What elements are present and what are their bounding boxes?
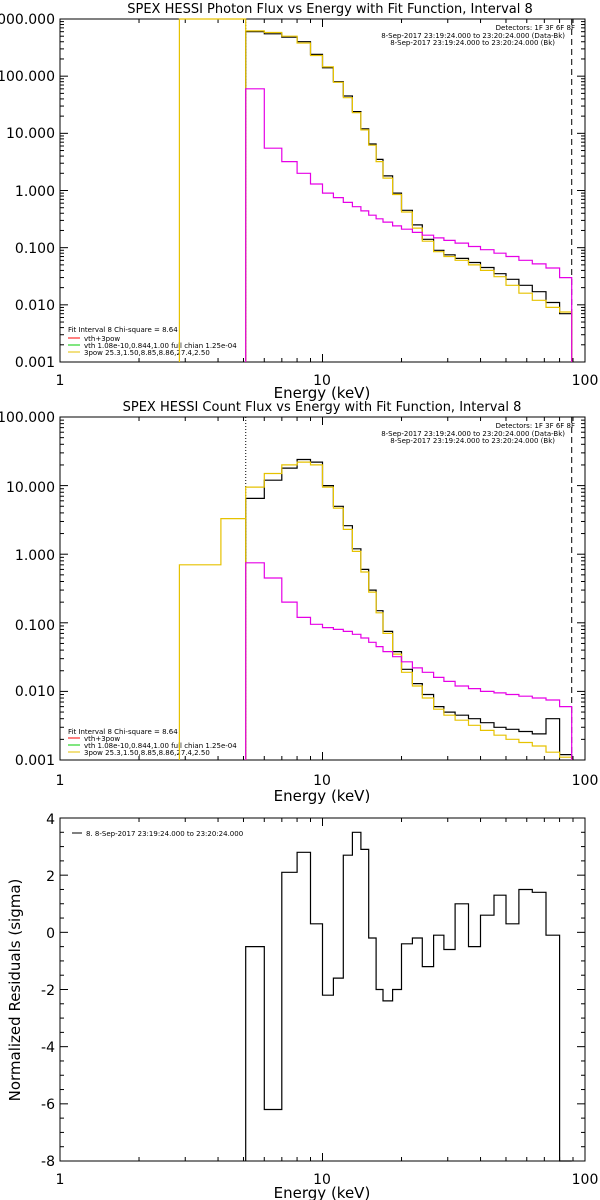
residuals-ytick-0: -8 [41,1154,55,1170]
series-total-line [245,30,573,362]
photon-flux-ytick-0: 0.001 [15,355,55,371]
count-flux-ytick-3: 1.000 [15,548,55,564]
count-flux-ytick-1: 0.010 [15,684,55,700]
photon-flux-ytick-2: 0.100 [15,241,55,257]
photon-flux-xtick-10: 10 [313,373,331,389]
count-flux-ytick-5: 100.000 [0,410,55,426]
photon-flux-title: SPEX HESSI Photon Flux vs Energy with Fi… [127,2,533,17]
residuals-ytick-3: -2 [41,983,55,999]
series-total-extension-line [178,18,247,362]
residuals-xtick-100: 100 [572,1172,599,1188]
count-flux-panel: SPEX HESSI Count Flux vs Energy with Fit… [0,400,598,805]
series-data-line [245,831,572,1162]
residuals-panel: 8. 8-Sep-2017 23:19:24.000 to 23:20:24.0… [6,812,598,1200]
count-flux-legend-fit: Fit Interval 8 Chi-square = 8.64 [68,728,178,736]
series-bkg-line [245,88,573,362]
count-flux-title: SPEX HESSI Count Flux vs Energy with Fit… [123,400,522,415]
photon-flux-detectors: Detectors: 1F 3F 6F 8F [496,24,575,32]
count-flux-plot-area [59,416,586,761]
panel-0-ticks [59,18,586,363]
residuals-xtick-10: 10 [313,1172,331,1188]
residuals-plot-area [59,817,586,1162]
residuals-xlabel: Energy (keV) [274,1184,371,1200]
photon-flux-xtick-1: 1 [56,373,65,389]
count-flux-time-data: 8-Sep-2017 23:19:24.000 to 23:20:24.000 … [381,430,565,438]
photon-flux-ytick-1: 0.010 [15,298,55,314]
count-flux-legend-pow: 3pow 25.3,1.50,8.85,8.86,27.4,2.50 [84,749,210,757]
residuals-ytick-1: -6 [41,1097,55,1113]
residuals-ylabel: Normalized Residuals (sigma) [6,879,24,1102]
photon-flux-panel: SPEX HESSI Photon Flux vs Energy with Fi… [0,2,598,402]
photon-flux-legend-pow: 3pow 25.3,1.50,8.85,8.86,27.4,2.50 [84,349,210,357]
photon-flux-xtick-100: 100 [572,373,599,389]
count-flux-time-bk: 8-Sep-2017 23:19:24.000 to 23:20:24.000 … [390,437,555,445]
photon-flux-legend-model: vth+3pow [84,335,120,343]
photon-flux-ytick-6: 1000.000 [0,12,55,28]
series-total-extension-line [178,517,246,760]
count-flux-legend-vth: vth 1.08e-10,0.844,1.00 full chian 1.25e… [84,742,237,750]
series-data-line [245,458,573,760]
count-flux-ytick-4: 10.000 [6,480,55,496]
photon-flux-legend-vth: vth 1.08e-10,0.844,1.00 full chian 1.25e… [84,342,237,350]
series-bkg-line [245,562,573,760]
photon-flux-xlabel: Energy (keV) [274,384,371,402]
panel-1-ticks [59,416,586,761]
photon-flux-ytick-3: 1.000 [15,184,55,200]
photon-flux-ytick-4: 10.000 [6,126,55,142]
photon-flux-time-data: 8-Sep-2017 23:19:24.000 to 23:20:24.000 … [381,32,565,40]
count-flux-xtick-10: 10 [313,773,331,789]
count-flux-xtick-100: 100 [572,773,599,789]
series-data-line [245,31,573,362]
count-flux-ytick-0: 0.001 [15,753,55,769]
residuals-legend: 8. 8-Sep-2017 23:19:24.000 to 23:20:24.0… [86,830,243,838]
photon-flux-ytick-5: 100.000 [0,69,55,85]
residuals-ytick-5: 2 [46,869,55,885]
count-flux-detectors: Detectors: 1F 3F 6F 8F [496,422,575,430]
photon-flux-legend-fit: Fit Interval 8 Chi-square = 8.64 [68,326,178,334]
count-flux-xtick-1: 1 [56,773,65,789]
photon-flux-plot-area [59,18,586,363]
residuals-ytick-2: -4 [41,1040,55,1056]
series-total-line [245,461,573,760]
residuals-ytick-4: 0 [46,926,55,942]
photon-flux-time-bk: 8-Sep-2017 23:19:24.000 to 23:20:24.000 … [390,39,555,47]
count-flux-legend-model: vth+3pow [84,735,120,743]
residuals-xtick-1: 1 [56,1172,65,1188]
residuals-ytick-6: 4 [46,812,55,828]
count-flux-xlabel: Energy (keV) [274,787,371,805]
count-flux-ytick-2: 0.100 [15,618,55,634]
panel-2-ticks [59,817,586,1162]
